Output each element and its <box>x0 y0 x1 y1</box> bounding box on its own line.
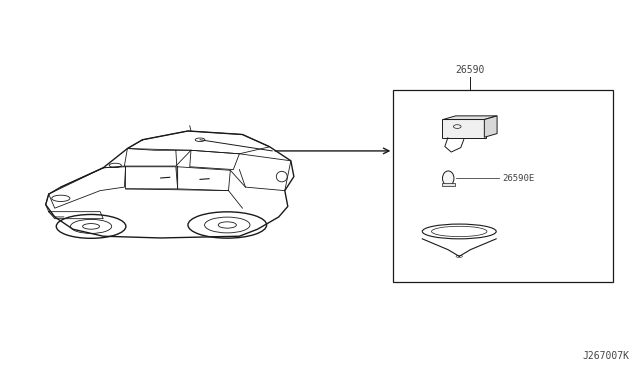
Polygon shape <box>443 116 497 119</box>
FancyBboxPatch shape <box>394 90 613 282</box>
Text: 26590: 26590 <box>456 65 485 75</box>
Polygon shape <box>484 116 497 137</box>
FancyBboxPatch shape <box>442 183 454 186</box>
FancyBboxPatch shape <box>442 119 486 138</box>
Ellipse shape <box>442 171 454 186</box>
Text: 26590E: 26590E <box>502 174 534 183</box>
Text: J267007K: J267007K <box>582 352 629 361</box>
